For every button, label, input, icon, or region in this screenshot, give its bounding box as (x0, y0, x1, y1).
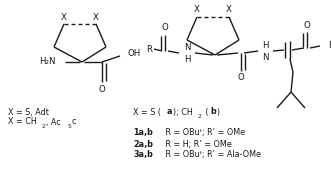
Text: 3a,b: 3a,b (133, 150, 153, 159)
Text: N: N (184, 43, 190, 52)
Text: X: X (194, 5, 200, 14)
Text: R = OBuᵗ; R’ = OMe: R = OBuᵗ; R’ = OMe (163, 129, 245, 138)
Text: X: X (93, 12, 99, 22)
Text: X: X (226, 5, 232, 14)
Text: X = S, Adt: X = S, Adt (8, 108, 49, 117)
Text: R = H; R’ = OMe: R = H; R’ = OMe (163, 140, 232, 148)
Text: (: ( (203, 108, 209, 117)
Text: R = OBuᵗ; R’ = Ala-OMe: R = OBuᵗ; R’ = Ala-OMe (163, 150, 261, 159)
Text: OH: OH (128, 49, 141, 58)
Text: O: O (304, 20, 310, 30)
Text: X = S (: X = S ( (133, 108, 161, 117)
Text: R: R (146, 45, 152, 54)
Text: ): ) (216, 108, 219, 117)
Text: X = CH: X = CH (8, 117, 37, 127)
Text: H: H (262, 41, 268, 50)
Text: R': R' (328, 41, 331, 50)
Text: 2: 2 (41, 123, 45, 129)
Text: 1a,b: 1a,b (133, 129, 153, 138)
Text: O: O (238, 73, 244, 83)
Text: H₂N: H₂N (39, 58, 56, 66)
Text: a: a (167, 108, 172, 117)
Text: O: O (162, 24, 168, 33)
Text: c: c (72, 117, 76, 127)
Text: 5: 5 (67, 123, 71, 129)
Text: ); CH: ); CH (173, 108, 193, 117)
Text: N: N (262, 54, 268, 62)
Text: b: b (210, 108, 216, 117)
Text: H: H (184, 56, 190, 64)
Text: X: X (61, 12, 67, 22)
Text: 2a,b: 2a,b (133, 140, 153, 148)
Text: , Ac: , Ac (46, 117, 61, 127)
Text: O: O (99, 85, 105, 94)
Text: 2: 2 (197, 113, 201, 119)
